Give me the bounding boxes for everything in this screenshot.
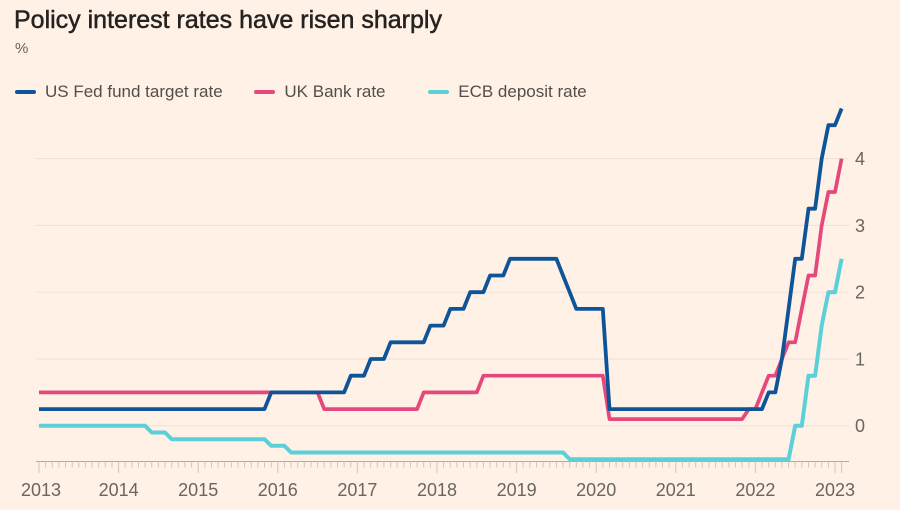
svg-text:2018: 2018 [417, 480, 457, 500]
svg-text:2019: 2019 [497, 480, 537, 500]
svg-text:4: 4 [855, 149, 865, 169]
svg-text:2017: 2017 [337, 480, 377, 500]
svg-text:2014: 2014 [99, 480, 139, 500]
svg-text:2021: 2021 [656, 480, 696, 500]
svg-text:2015: 2015 [178, 480, 218, 500]
svg-text:0: 0 [855, 416, 865, 436]
svg-text:2: 2 [855, 283, 865, 303]
svg-text:2020: 2020 [576, 480, 616, 500]
svg-text:2013: 2013 [21, 480, 61, 500]
svg-text:3: 3 [855, 216, 865, 236]
svg-text:2016: 2016 [258, 480, 298, 500]
svg-text:1: 1 [855, 349, 865, 369]
svg-text:2022: 2022 [735, 480, 775, 500]
svg-text:2023: 2023 [815, 480, 855, 500]
